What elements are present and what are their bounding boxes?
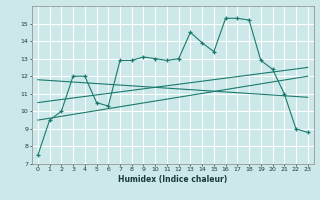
X-axis label: Humidex (Indice chaleur): Humidex (Indice chaleur) [118, 175, 228, 184]
